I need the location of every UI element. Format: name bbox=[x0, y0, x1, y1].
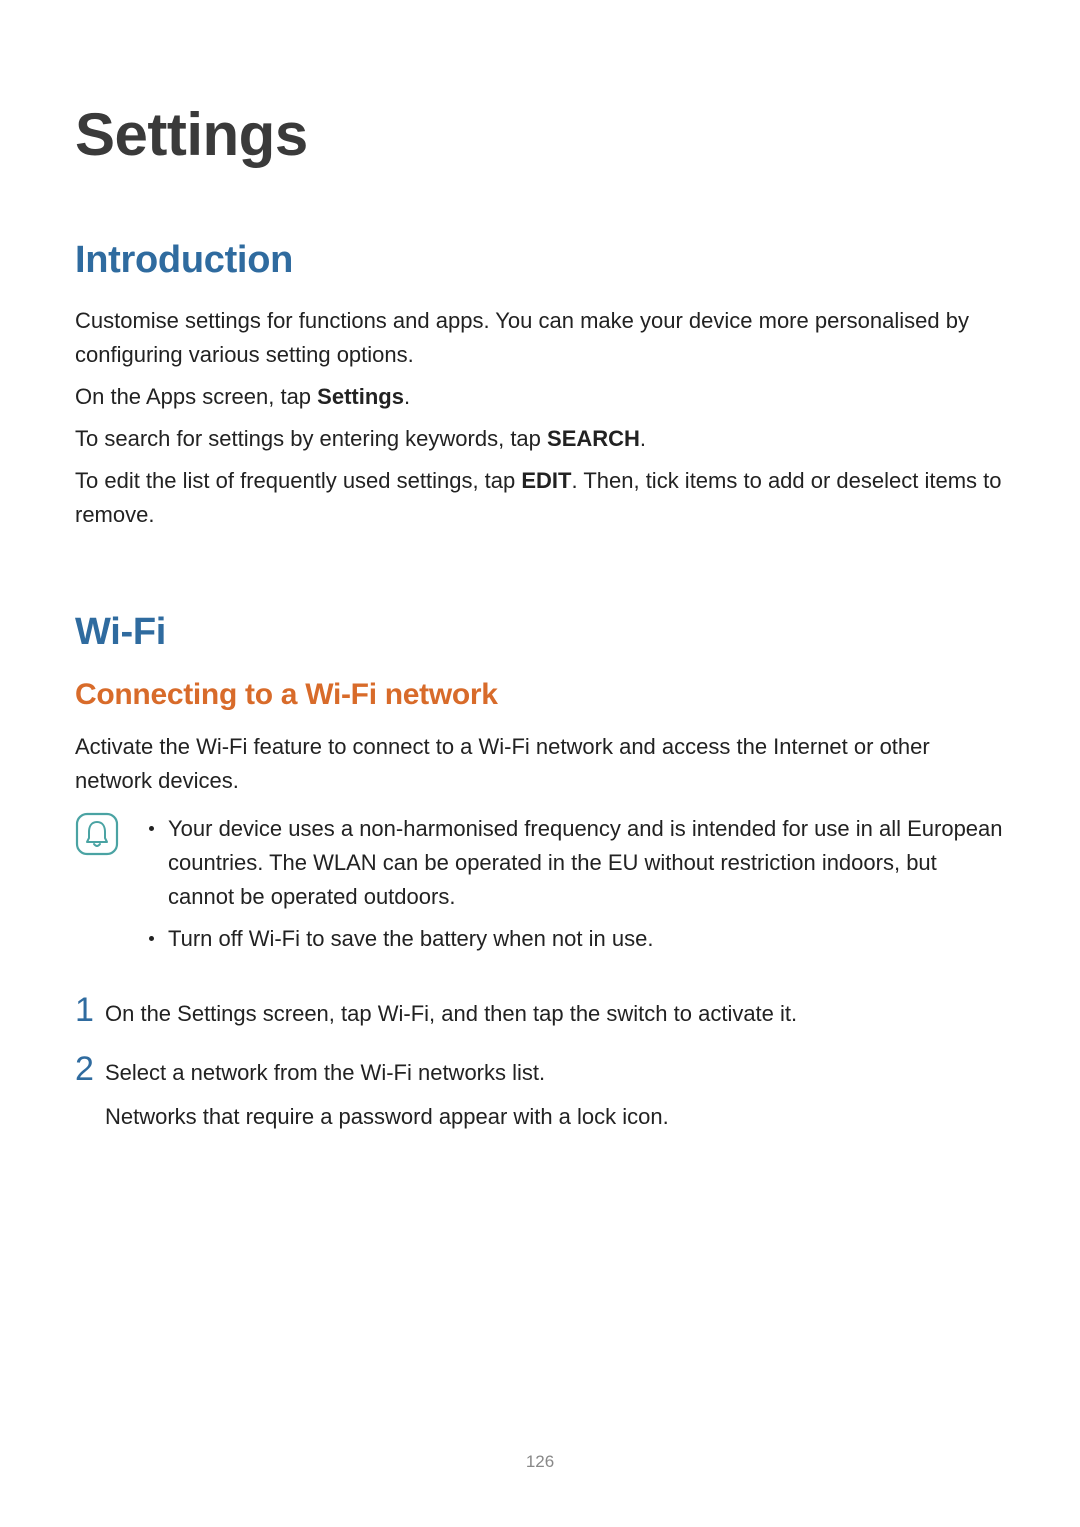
subsection-heading-connecting: Connecting to a Wi-Fi network bbox=[75, 678, 1005, 712]
note-content: Your device uses a non-harmonised freque… bbox=[149, 812, 1005, 964]
bell-note-icon bbox=[75, 812, 119, 856]
text-fragment: To edit the list of frequently used sett… bbox=[75, 468, 521, 493]
step-content: On the Settings screen, tap Wi-Fi, and t… bbox=[105, 992, 1005, 1031]
intro-paragraph-4: To edit the list of frequently used sett… bbox=[75, 464, 1005, 532]
note-block: Your device uses a non-harmonised freque… bbox=[75, 812, 1005, 964]
bold-wifi: Wi-Fi bbox=[378, 1001, 429, 1026]
step-1: 1 On the Settings screen, tap Wi-Fi, and… bbox=[75, 992, 1005, 1031]
bold-edit: EDIT bbox=[521, 468, 571, 493]
text-fragment: Select a network from the Wi-Fi networks… bbox=[105, 1060, 545, 1085]
text-fragment: . bbox=[640, 426, 646, 451]
bullet-text: Turn off Wi-Fi to save the battery when … bbox=[168, 922, 653, 956]
note-bullet-1: Your device uses a non-harmonised freque… bbox=[149, 812, 1005, 914]
bullet-dot bbox=[149, 826, 154, 831]
bullet-dot bbox=[149, 936, 154, 941]
step-2: 2 Select a network from the Wi-Fi networ… bbox=[75, 1051, 1005, 1134]
page-number: 126 bbox=[0, 1452, 1080, 1472]
text-fragment: On the Settings screen, tap bbox=[105, 1001, 378, 1026]
bold-settings: Settings bbox=[317, 384, 404, 409]
step-subtext: Networks that require a password appear … bbox=[105, 1100, 1005, 1134]
text-fragment: . bbox=[404, 384, 410, 409]
intro-paragraph-1: Customise settings for functions and app… bbox=[75, 304, 1005, 372]
text-fragment: To search for settings by entering keywo… bbox=[75, 426, 547, 451]
intro-paragraph-2: On the Apps screen, tap Settings. bbox=[75, 380, 1005, 414]
section-heading-introduction: Introduction bbox=[75, 239, 1005, 282]
page-title: Settings bbox=[75, 100, 1005, 169]
step-content: Select a network from the Wi-Fi networks… bbox=[105, 1051, 1005, 1134]
step-number: 1 bbox=[75, 992, 105, 1029]
bullet-text: Your device uses a non-harmonised freque… bbox=[168, 812, 1005, 914]
intro-paragraph-3: To search for settings by entering keywo… bbox=[75, 422, 1005, 456]
wifi-paragraph-1: Activate the Wi-Fi feature to connect to… bbox=[75, 730, 1005, 798]
note-bullet-2: Turn off Wi-Fi to save the battery when … bbox=[149, 922, 1005, 956]
text-fragment: , and then tap the switch to activate it… bbox=[429, 1001, 797, 1026]
section-heading-wifi: Wi-Fi bbox=[75, 611, 1005, 654]
text-fragment: On the Apps screen, tap bbox=[75, 384, 317, 409]
bold-search: SEARCH bbox=[547, 426, 640, 451]
step-number: 2 bbox=[75, 1051, 105, 1088]
